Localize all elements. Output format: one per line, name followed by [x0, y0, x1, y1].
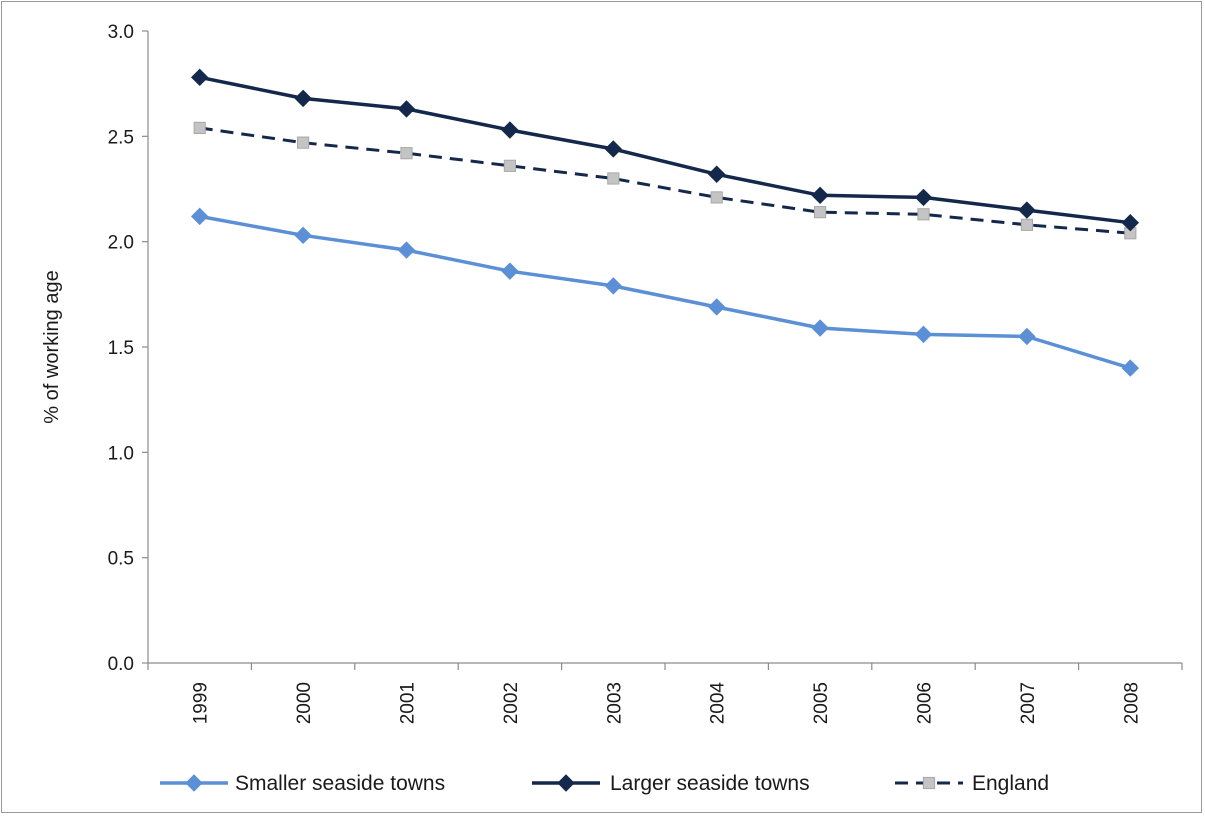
series-line [199, 126, 1131, 235]
legend-item-2: England [895, 772, 1049, 795]
legend-label: Smaller seaside towns [235, 772, 445, 795]
series-0 [190, 207, 1140, 377]
legend-marker [922, 776, 936, 790]
x-tick-label: 1999 [191, 682, 212, 724]
data-point [914, 325, 933, 344]
data-point [297, 136, 310, 149]
data-point [397, 241, 416, 259]
x-tick-label: 2008 [1121, 682, 1142, 724]
data-point [190, 207, 209, 226]
legend-item-1: Larger seaside towns [532, 772, 810, 795]
series-group [190, 68, 1140, 377]
data-point [1020, 218, 1033, 231]
data-point [503, 159, 516, 172]
x-tick-label: 2002 [501, 682, 522, 724]
data-point [501, 262, 519, 280]
data-point [1018, 201, 1036, 219]
x-tick-label: 2003 [604, 682, 625, 724]
series-2 [193, 121, 1137, 240]
y-tick-label: 2.5 [108, 127, 134, 148]
data-point [814, 206, 827, 219]
data-point [1018, 327, 1036, 346]
legend-marker [557, 774, 575, 792]
series-1 [190, 68, 1140, 232]
data-point [501, 121, 519, 139]
x-tick-label: 2006 [915, 682, 936, 724]
legend: Smaller seaside towns Larger seaside town… [160, 772, 1049, 795]
data-point [190, 68, 209, 87]
data-point [604, 140, 623, 158]
data-point [1121, 213, 1140, 232]
x-tick-label: 2005 [811, 682, 832, 724]
y-tick-label: 1.5 [108, 338, 134, 359]
legend-label: England [972, 772, 1049, 795]
y-tick-label: 0.5 [108, 549, 134, 570]
axes [147, 31, 1182, 664]
data-point [707, 165, 726, 183]
data-point [294, 89, 312, 108]
legend-item-0: Smaller seaside towns [160, 772, 445, 795]
data-point [914, 188, 933, 207]
data-point [607, 172, 620, 185]
data-point [917, 208, 930, 221]
y-tick-label: 0.0 [108, 654, 134, 675]
data-point [604, 277, 623, 295]
y-axis-ticks: 0.0 0.5 1.0 1.5 2.0 2.5 3.0 [108, 22, 148, 675]
data-point [811, 186, 829, 205]
x-tick-label: 2001 [398, 682, 419, 724]
y-tick-label: 2.0 [108, 233, 134, 254]
x-axis-ticks: 1999 2000 2001 2002 2003 2004 2005 2006 2007 2008 [147, 663, 1183, 725]
y-tick-label: 3.0 [108, 22, 134, 43]
series-line [199, 214, 1131, 370]
data-point [397, 100, 416, 118]
x-tick-label: 2007 [1018, 682, 1039, 724]
series-line [199, 75, 1131, 225]
data-point [193, 121, 206, 135]
data-point [710, 191, 723, 204]
data-point [811, 319, 829, 337]
x-tick-label: 2004 [708, 682, 729, 725]
legend-marker [185, 774, 203, 792]
legend-label: Larger seaside towns [610, 772, 810, 795]
y-tick-label: 1.0 [108, 443, 134, 464]
y-axis-title: % of working age [41, 270, 63, 423]
data-point [294, 226, 312, 245]
data-point [1121, 359, 1140, 377]
data-point [707, 298, 726, 316]
x-tick-label: 2000 [294, 682, 315, 724]
data-point [400, 147, 413, 160]
